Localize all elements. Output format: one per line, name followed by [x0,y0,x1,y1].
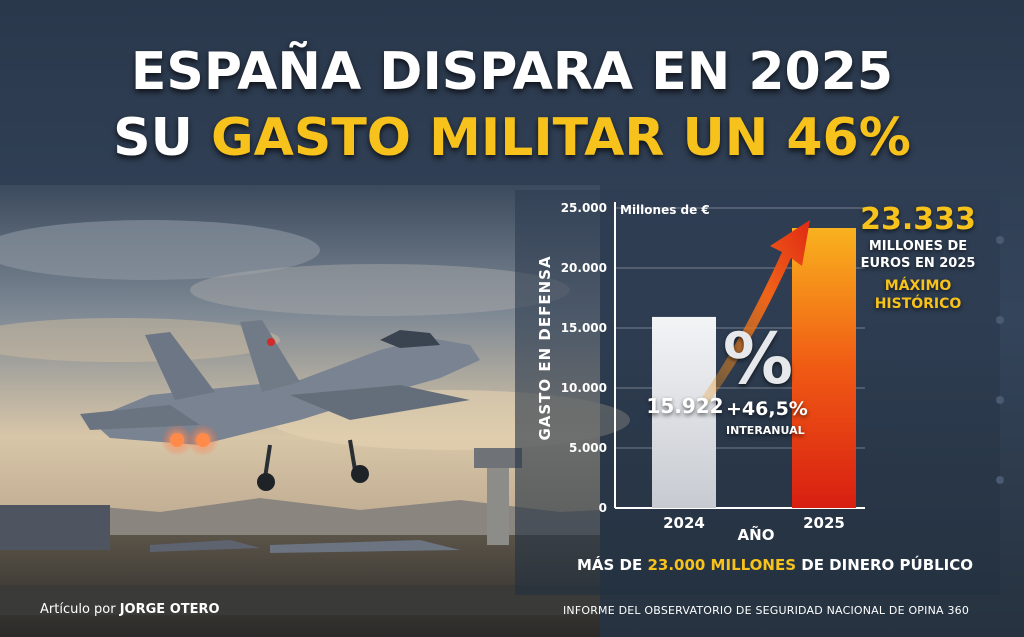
summary-highlight: 23.000 MILLONES [647,556,797,574]
x-axis-title: AÑO [738,525,775,540]
source-note: INFORME DEL OBSERVATORIO DE SEGURIDAD NA… [562,604,970,617]
percent-icon: % [722,318,794,400]
y-tick-label: 0 [599,501,607,515]
credit-prefix: Artículo por [40,602,120,617]
x-tick-labels: 2024 2025 [663,514,845,532]
author-credit: Artículo por JORGE OTERO [40,602,220,617]
y-tick-label: 15.000 [561,321,607,335]
change-value: +46,5% [726,398,808,420]
record-badge: MÁXIMO HISTÓRICO [874,278,962,312]
change-caption: INTERANUAL [726,424,805,437]
bar-2024 [652,316,716,508]
chart-bars [652,228,856,508]
value-label-2024: 15.922 [646,394,724,418]
unit-label: Millones de € [620,203,710,217]
headline-line-1: ESPAÑA DISPARA EN 2025 [130,42,894,102]
y-tick-label: 20.000 [561,261,607,275]
fighter-jet-illustration [80,320,480,491]
y-tick-labels: 0 5.000 10.000 15.000 20.000 25.000 [561,201,607,515]
headline-highlight: GASTO MILITAR UN 46% [210,108,911,168]
summary-line: MÁS DE 23.000 MILLONES DE DINERO PÚBLICO [540,556,1010,574]
x-tick-label-2025: 2025 [803,514,845,532]
y-axis-title: GASTO EN DEFENSA [536,255,554,440]
y-tick-label: 25.000 [561,201,607,215]
headline-line-2: SU GASTO MILITAR UN 46% [0,108,1024,168]
value-2025-caption: MILLONES DE EUROS EN 2025 [860,239,976,271]
summary-prefix: MÁS DE [576,556,648,574]
headline-line-2-prefix: SU [113,108,211,168]
y-tick-label: 10.000 [561,381,607,395]
x-tick-label-2024: 2024 [663,514,705,532]
bar-2025 [792,228,856,508]
credit-author: JORGE OTERO [119,602,220,617]
value-label-2025: 23.333 [860,202,976,237]
growth-arrow-icon [700,220,810,404]
y-tick-label: 5.000 [569,441,607,455]
summary-suffix: DE DINERO PÚBLICO [796,556,974,574]
